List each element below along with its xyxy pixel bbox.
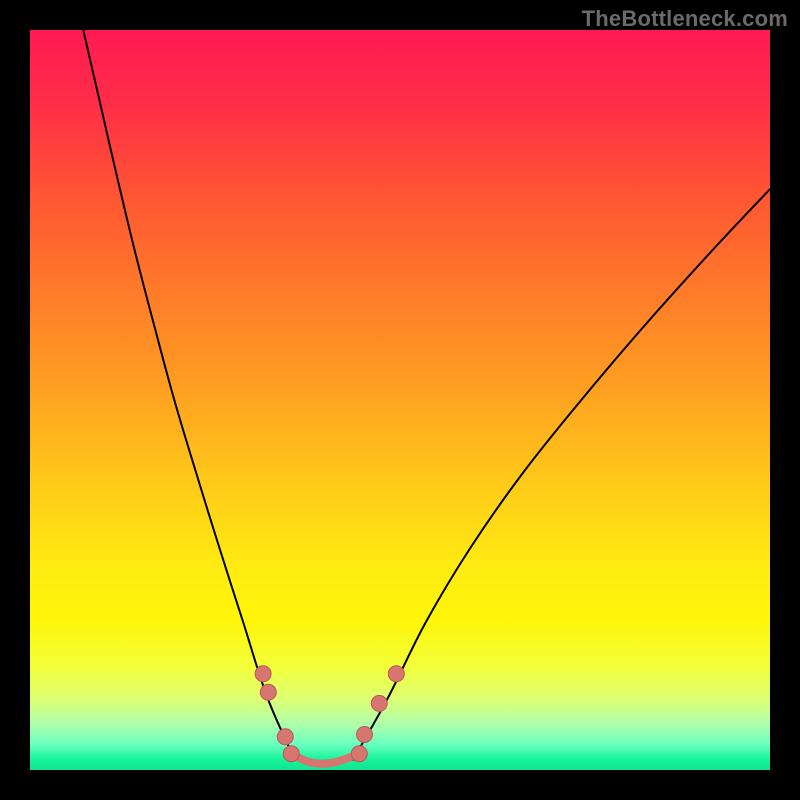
marker-dot xyxy=(283,746,299,762)
gradient-background xyxy=(30,30,770,770)
bottleneck-curve-svg xyxy=(30,30,770,770)
marker-dot xyxy=(351,746,367,762)
marker-dot xyxy=(356,726,372,742)
marker-dot xyxy=(260,684,276,700)
marker-dot xyxy=(388,666,404,682)
chart-frame: TheBottleneck.com xyxy=(0,0,800,800)
marker-dot xyxy=(255,666,271,682)
plot-area xyxy=(30,30,770,770)
marker-dot xyxy=(277,729,293,745)
marker-dot xyxy=(371,695,387,711)
watermark-text: TheBottleneck.com xyxy=(582,6,788,32)
